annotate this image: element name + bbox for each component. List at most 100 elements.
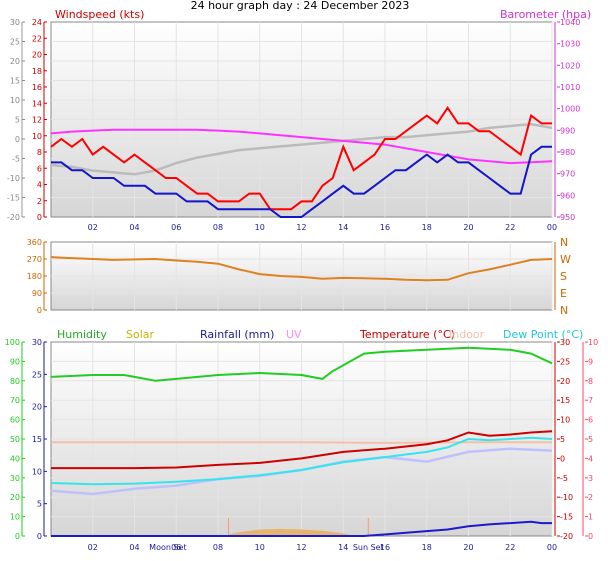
humidity-line — [50, 346, 553, 382]
windspeed-tick-label: 0 — [37, 213, 42, 222]
rainfall-tick-label: 5 — [37, 500, 42, 509]
compass-label: S — [560, 270, 567, 283]
humidity-tick-label: 10 — [10, 513, 20, 522]
temperature-tick-label: 0 — [560, 454, 565, 463]
barometer-label: Barometer (hpa) — [500, 8, 592, 21]
rainfall-label: Rainfall (mm) — [200, 328, 275, 341]
compass-label: E — [560, 287, 567, 300]
temp-x-tick-label: 02 — [88, 543, 98, 552]
humidity-tick-label: 60 — [10, 416, 20, 425]
temperature-tick-label: 20 — [560, 377, 570, 386]
windspeed-gust-line — [50, 106, 552, 211]
compass-label: N — [560, 236, 568, 249]
temp-x-tick-label: 22 — [505, 543, 515, 552]
wind-x-tick-label: 04 — [129, 223, 139, 232]
windspeed-tick-label: 4 — [37, 181, 42, 190]
temp-x-tick-label: 00 — [547, 543, 557, 552]
outer-left-tick-label: 20 — [10, 57, 20, 66]
windspeed-tick-label: 14 — [32, 99, 42, 108]
windspeed-tick-label: 24 — [32, 18, 42, 27]
uv-tick-label: 7 — [588, 396, 593, 405]
temp-x-tick-label: 08 — [213, 543, 223, 552]
outer-left-tick-label: 10 — [10, 96, 20, 105]
uv-tick-label: 5 — [588, 435, 593, 444]
temp-x-tick-label: 20 — [463, 543, 473, 552]
uv-tick-label: 4 — [588, 454, 593, 463]
temp-x-tick-label: 14 — [338, 543, 348, 552]
temp-x-tick-label: Sun Set — [353, 543, 384, 552]
temperature-tick-label: -10 — [560, 493, 573, 502]
winddir-tick-label: 180 — [27, 272, 42, 281]
humidity-tick-label: 80 — [10, 377, 20, 386]
temperature-line — [51, 430, 553, 470]
rainfall-tick-label: 20 — [32, 403, 42, 412]
outer-left-tick-label: 25 — [10, 38, 20, 47]
temp-x-tick-label: Moon Set — [149, 543, 186, 552]
solar-label: Solar — [126, 328, 155, 341]
temperature-tick-label: -20 — [560, 532, 573, 541]
barometer-tick-label: 980 — [560, 148, 575, 157]
temperature-tick-label: 30 — [560, 338, 570, 347]
barometer-tick-label: 970 — [560, 170, 575, 179]
rainfall-tick-label: 30 — [32, 338, 42, 347]
temp-x-tick-label: 16 — [380, 543, 390, 552]
dewpoint-label: Dew Point (°C) — [503, 328, 584, 341]
windspeed-label: Windspeed (kts) — [55, 8, 145, 21]
wind-x-tick-label: 22 — [505, 223, 515, 232]
barometer-tick-label: 1010 — [560, 83, 580, 92]
outer-left-tick-label: 0 — [15, 135, 20, 144]
temperature-tick-label: 25 — [560, 357, 570, 366]
barometer-tick-label: 960 — [560, 191, 575, 200]
humidity-label: Humidity — [57, 328, 107, 341]
uv-tick-label: 6 — [588, 416, 593, 425]
windspeed-tick-label: 22 — [32, 34, 42, 43]
outer-left-tick-label: -10 — [7, 174, 20, 183]
windspeed-tick-label: 18 — [32, 67, 42, 76]
uv-tick-label: 0 — [588, 532, 593, 541]
temperature-tick-label: -15 — [560, 513, 573, 522]
barometer-tick-label: 1030 — [560, 40, 580, 49]
wind-x-tick-label: 12 — [296, 223, 306, 232]
barometer-tick-label: 1040 — [560, 18, 580, 27]
windspeed-avg-line — [51, 145, 552, 218]
indoor-line — [51, 441, 552, 444]
windspeed-tick-label: 2 — [37, 197, 42, 206]
winddir-tick-label: 90 — [32, 289, 42, 298]
outer-left-tick-label: 5 — [15, 116, 20, 125]
barometer-tick-label: 990 — [560, 126, 575, 135]
wind-x-tick-label: 16 — [380, 223, 390, 232]
dewpoint-line — [50, 436, 553, 486]
temp-x-tick-label: 04 — [129, 543, 139, 552]
uv-tick-label: 3 — [588, 474, 593, 483]
wind-x-tick-label: 06 — [171, 223, 181, 232]
outer-left-tick-label: -20 — [7, 213, 20, 222]
indoor-label: Indoor — [449, 328, 485, 341]
barometer-tick-label: 1020 — [560, 61, 580, 70]
rainfall-tick-label: 25 — [32, 370, 42, 379]
wind-x-tick-label: 10 — [255, 223, 265, 232]
graph-title: 24 hour graph day : 24 December 2023 — [190, 0, 410, 12]
wind-x-tick-label: 02 — [88, 223, 98, 232]
humidity-tick-label: 70 — [10, 396, 20, 405]
humidity-tick-label: 20 — [10, 493, 20, 502]
wind-x-tick-label: 00 — [547, 223, 557, 232]
temperature-tick-label: 5 — [560, 435, 565, 444]
uv-tick-label: 9 — [588, 357, 593, 366]
winddir-tick-label: 360 — [27, 238, 42, 247]
winddir-tick-label: 0 — [37, 306, 42, 315]
temp-x-tick-label: 10 — [255, 543, 265, 552]
windspeed-tick-label: 12 — [32, 116, 42, 125]
outer-left-tick-label: -5 — [12, 155, 20, 164]
temp-x-tick-label: 06 — [171, 543, 181, 552]
winddir-line — [50, 256, 553, 282]
compass-label: N — [560, 304, 568, 317]
wind-x-tick-label: 20 — [463, 223, 473, 232]
humidity-tick-label: 50 — [10, 435, 20, 444]
temperature-tick-label: 10 — [560, 416, 570, 425]
humidity-tick-label: 40 — [10, 454, 20, 463]
wind-x-tick-label: 18 — [422, 223, 432, 232]
humidity-tick-label: 100 — [5, 338, 20, 347]
humidity-tick-label: 90 — [10, 357, 20, 366]
temperature-label: Temperature (°C) — [360, 328, 455, 341]
